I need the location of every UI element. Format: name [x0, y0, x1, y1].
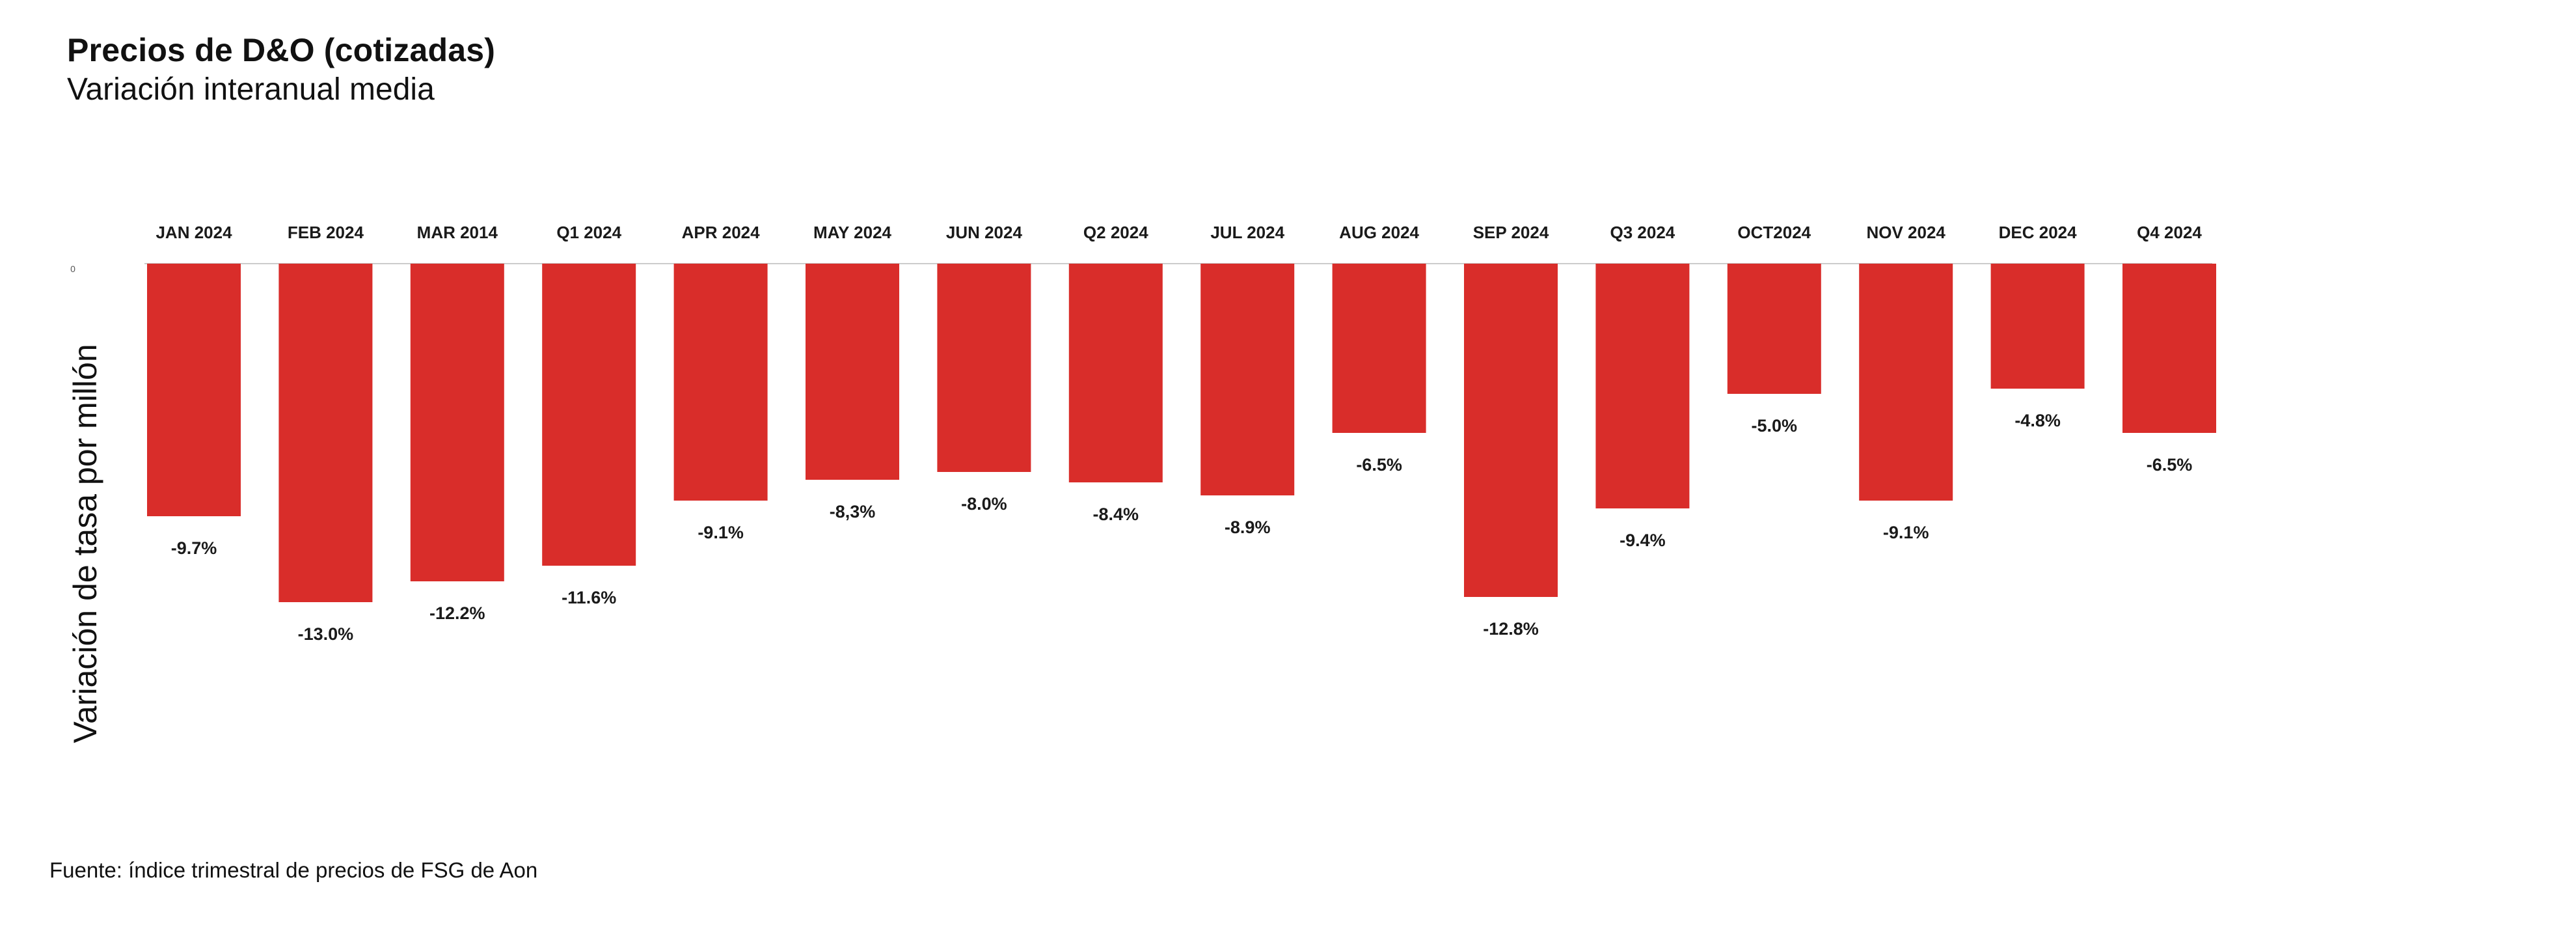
category-label: OCT2024: [1737, 223, 1811, 242]
category-label: JAN 2024: [156, 223, 232, 242]
category-label: JUN 2024: [946, 223, 1023, 242]
bar-2: [410, 264, 504, 581]
category-label: Q4 2024: [2137, 223, 2202, 242]
bar-1: [278, 264, 373, 602]
category-label: APR 2024: [682, 223, 760, 242]
category-label: FEB 2024: [288, 223, 364, 242]
y-axis-zero-tick: 0: [70, 264, 75, 274]
category-label: MAR 2014: [417, 223, 498, 242]
value-label: -11.6%: [562, 588, 616, 607]
value-label: -8.4%: [1093, 505, 1139, 524]
value-label: -12.2%: [429, 603, 485, 623]
y-axis-label: Variación de tasa por millón: [67, 344, 103, 743]
bar-7: [1068, 264, 1163, 482]
value-label: -9.7%: [171, 538, 217, 558]
bar-5: [806, 264, 899, 480]
bar-10: [1464, 264, 1558, 597]
category-label: Q2 2024: [1083, 223, 1148, 242]
bar-11: [1595, 264, 1690, 508]
value-label: -5.0%: [1752, 416, 1798, 436]
value-label: -9.4%: [1620, 531, 1666, 550]
category-label: NOV 2024: [1866, 223, 1946, 242]
value-label: -8.0%: [961, 494, 1007, 514]
value-label: -6.5%: [2147, 455, 2193, 475]
bar-3: [542, 264, 636, 566]
chart-subtitle: Variación interanual media: [67, 72, 435, 107]
category-label: MAY 2024: [813, 223, 892, 242]
value-label: -8.9%: [1225, 518, 1271, 537]
bar-13: [1859, 264, 1953, 501]
category-labels-group: JAN 2024 FEB 2024 MAR 2014 Q1 2024 APR 2024 M…: [156, 223, 2202, 242]
bar-8: [1200, 264, 1295, 495]
bar-12: [1727, 264, 1821, 394]
value-label: -12.8%: [1483, 619, 1539, 639]
chart-title: Precios de D&O (cotizadas): [67, 32, 496, 68]
category-label: JUL 2024: [1210, 223, 1284, 242]
bar-14: [1990, 264, 2085, 389]
category-label: AUG 2024: [1339, 223, 1419, 242]
bar-0: [147, 264, 241, 516]
bar-6: [937, 264, 1031, 472]
value-labels-group: -9.7% -13.0% -12.2% -11.6% -9.1% -8,3% -8.0% -8…: [171, 411, 2193, 644]
category-label: DEC 2024: [1999, 223, 2077, 242]
bar-15: [2122, 264, 2216, 433]
bar-9: [1332, 264, 1426, 433]
category-label: Q1 2024: [556, 223, 621, 242]
bar-4: [673, 264, 768, 501]
value-label: -9.1%: [1883, 523, 1929, 542]
source-note: Fuente: índice trimestral de precios de …: [49, 858, 538, 882]
category-label: Q3 2024: [1610, 223, 1675, 242]
value-label: -8,3%: [830, 502, 876, 521]
value-label: -9.1%: [698, 523, 744, 542]
category-label: SEP 2024: [1473, 223, 1549, 242]
value-label: -13.0%: [298, 624, 354, 644]
value-label: -4.8%: [2014, 411, 2061, 430]
value-label: -6.5%: [1356, 455, 1402, 475]
bars-group: [147, 264, 2216, 602]
